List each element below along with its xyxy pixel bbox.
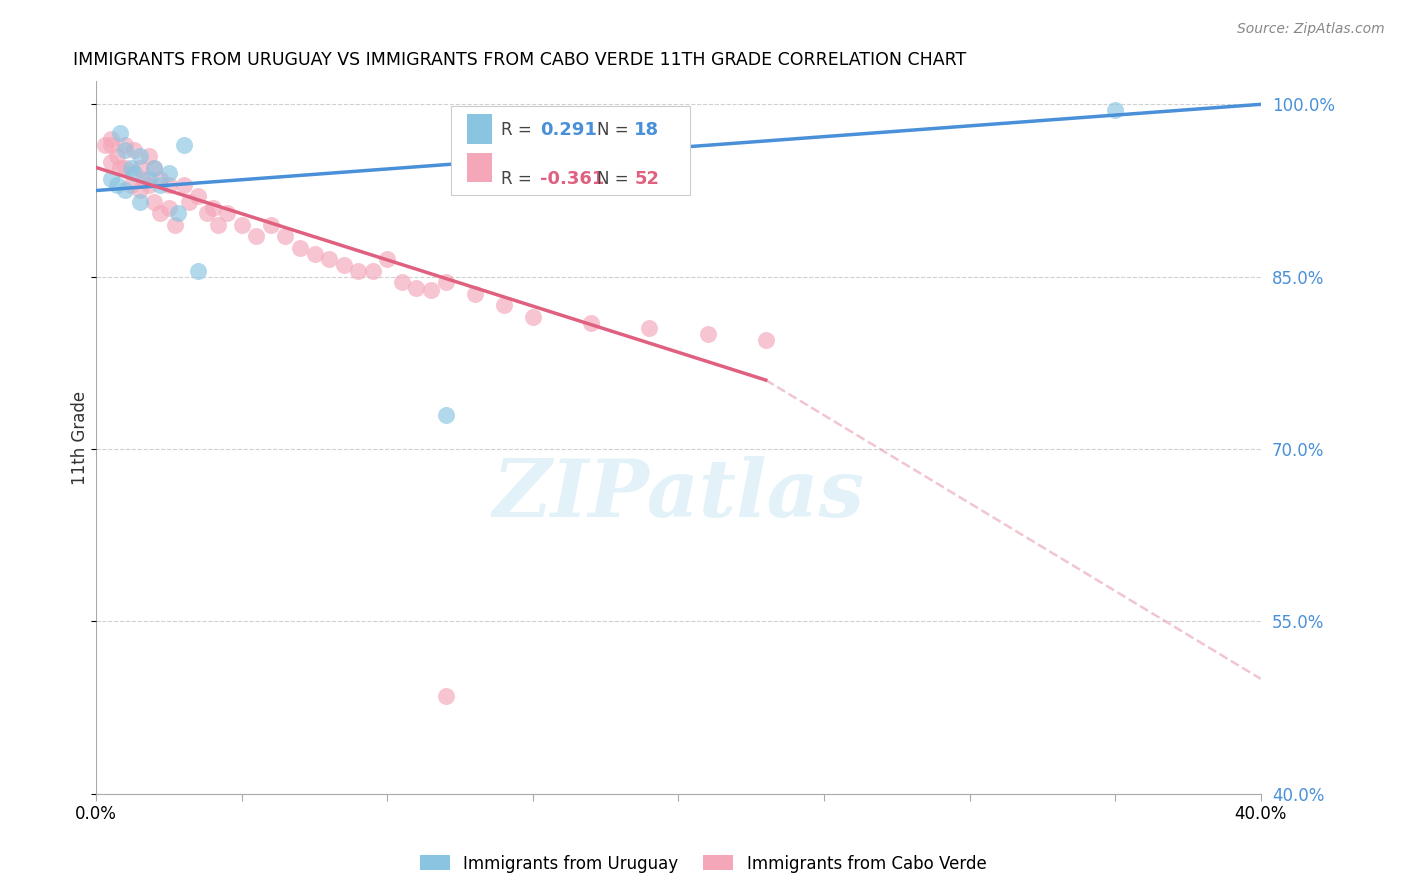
Point [187,264,209,278]
Point [245,229,267,244]
Point [138,149,160,163]
Point [149,172,172,186]
Text: R =: R = [502,120,537,139]
Point [187,189,209,203]
Point [149,206,172,220]
Point [166,206,188,220]
Point [114,137,136,152]
Y-axis label: 11th Grade: 11th Grade [72,391,89,484]
Point [492,298,515,312]
Point [434,276,457,290]
FancyBboxPatch shape [467,153,492,183]
Point [149,178,172,192]
Point [420,284,443,298]
Point [332,258,354,272]
Point [138,172,160,186]
Point [143,161,166,175]
Point [434,408,457,422]
Point [143,161,166,175]
Point [108,126,131,140]
Point [755,333,778,347]
Point [304,246,326,260]
FancyBboxPatch shape [451,106,690,195]
Point [231,218,253,232]
Point [638,321,661,335]
Point [173,178,195,192]
Point [288,241,311,255]
Point [128,194,150,209]
Text: -0.361: -0.361 [540,170,605,188]
Point [100,172,122,186]
Text: N =: N = [598,170,634,188]
Point [318,252,340,267]
Point [122,143,145,157]
Text: 18: 18 [634,120,659,139]
Point [195,206,218,220]
Point [138,178,160,192]
Point [114,143,136,157]
Point [434,689,457,703]
Point [157,178,180,192]
Point [105,178,128,192]
Text: N =: N = [598,120,634,139]
Point [120,178,142,192]
Point [132,172,155,186]
Point [163,218,186,232]
Point [464,286,486,301]
Point [1104,103,1126,117]
Text: 0.291: 0.291 [540,120,596,139]
Point [391,276,413,290]
Point [274,229,297,244]
Legend: Immigrants from Uruguay, Immigrants from Cabo Verde: Immigrants from Uruguay, Immigrants from… [413,848,993,880]
Point [347,264,370,278]
FancyBboxPatch shape [467,114,492,144]
Point [143,194,166,209]
Point [128,161,150,175]
Point [179,194,201,209]
Point [522,310,544,324]
Point [100,154,122,169]
Point [122,166,145,180]
Text: R =: R = [502,170,537,188]
Text: Source: ZipAtlas.com: Source: ZipAtlas.com [1237,22,1385,37]
Point [361,264,384,278]
Point [696,327,718,342]
Point [157,201,180,215]
Point [120,161,142,175]
Point [128,149,150,163]
Point [100,137,122,152]
Point [260,218,283,232]
Point [100,132,122,146]
Point [217,206,239,220]
Point [375,252,398,267]
Text: 52: 52 [634,170,659,188]
Point [128,184,150,198]
Point [114,184,136,198]
Point [207,218,229,232]
Text: ZIPatlas: ZIPatlas [492,456,865,533]
Point [201,201,224,215]
Point [114,161,136,175]
Point [579,316,602,330]
Point [157,166,180,180]
Point [94,137,117,152]
Point [108,161,131,175]
Point [173,137,195,152]
Text: IMMIGRANTS FROM URUGUAY VS IMMIGRANTS FROM CABO VERDE 11TH GRADE CORRELATION CHA: IMMIGRANTS FROM URUGUAY VS IMMIGRANTS FR… [73,51,966,69]
Point [105,149,128,163]
Point [405,281,427,295]
